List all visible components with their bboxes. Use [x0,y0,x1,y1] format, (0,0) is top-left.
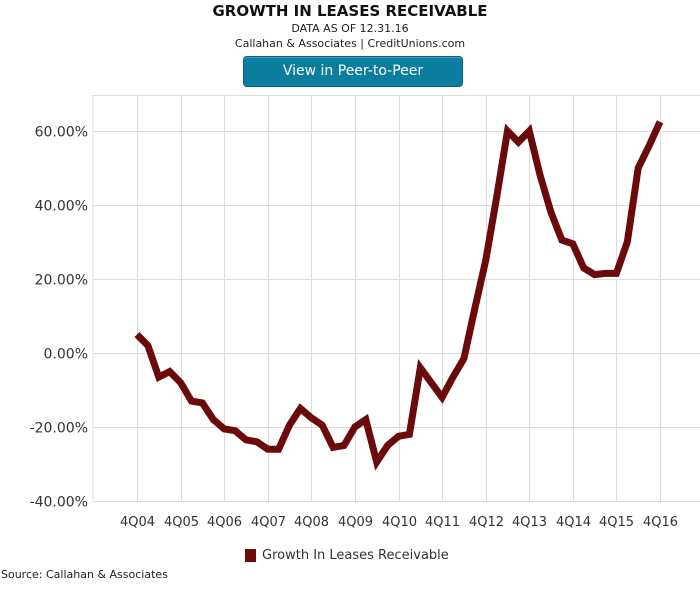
legend[interactable]: Growth In Leases Receivable [245,546,449,564]
legend-label: Growth In Leases Receivable [262,547,449,563]
x-tick-label: 4Q11 [425,515,460,530]
x-tick-label: 4Q09 [338,515,373,530]
x-tick-label: 4Q13 [512,515,547,530]
footer-source: Source: Callahan & Associates [1,568,168,581]
x-tick-label: 4Q12 [469,515,504,530]
y-tick-label: 60.00% [35,125,88,141]
x-tick-label: 4Q07 [251,515,286,530]
attribution: Callahan & Associates | CreditUnions.com [234,37,466,50]
x-axis: 4Q04 4Q05 4Q06 4Q07 4Q08 4Q09 4Q10 4Q11 4Q12 4Q13… [120,515,678,530]
x-tick-label: 4Q05 [164,515,199,530]
y-axis: 60.00% 40.00% 20.00% 0.00% -20.00% -40.00% [30,125,88,511]
y-tick-label: -20.00% [30,421,88,437]
series-line[interactable] [134,120,664,471]
y-tick-label: 40.00% [35,199,88,215]
x-tick-label: 4Q15 [599,515,634,530]
y-tick-label: 20.00% [35,273,88,289]
y-tick-label: -40.00% [30,495,88,511]
x-tick-label: 4Q06 [207,515,242,530]
chart-title: GROWTH IN LEASES RECEIVABLE [212,2,488,20]
x-tick-label: 4Q14 [556,515,591,530]
x-tick-label: 4Q10 [382,515,417,530]
series-group [134,120,664,471]
legend-swatch [245,548,256,562]
y-tick-label: 0.00% [44,347,88,363]
grid [92,95,700,502]
data-date: DATA AS OF 12.31.16 [291,22,409,35]
x-tick-label: 4Q16 [643,515,678,530]
x-tick-label: 4Q08 [294,515,329,530]
view-peer-to-peer-button[interactable]: View in Peer-to-Peer [243,56,463,87]
x-tick-label: 4Q04 [120,515,155,530]
